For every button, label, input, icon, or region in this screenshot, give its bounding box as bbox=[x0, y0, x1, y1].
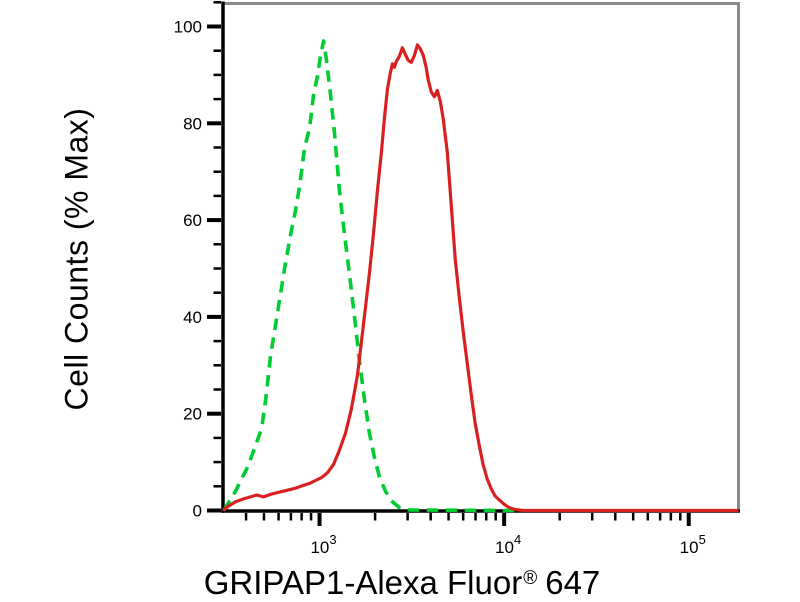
y-tick-label: 0 bbox=[193, 502, 202, 521]
y-axis-title: Cell Counts (% Max) bbox=[58, 107, 95, 411]
y-tick-label: 100 bbox=[174, 18, 202, 37]
y-tick-label: 40 bbox=[183, 308, 202, 327]
x-axis-ticks: 103 104 105 bbox=[244, 513, 706, 557]
x-axis-title: GRIPAP1-Alexa Fluor® 647 bbox=[204, 564, 601, 602]
y-tick-label: 20 bbox=[183, 405, 202, 424]
y-tick-label: 80 bbox=[183, 114, 202, 133]
x-axis-title-suffix: 647 bbox=[545, 564, 601, 601]
red-solid-curve bbox=[221, 43, 739, 513]
registered-trademark-symbol: ® bbox=[523, 568, 538, 589]
y-axis-ticks: 0 20 40 60 80 100 bbox=[174, 1, 221, 521]
x-tick-label: 104 bbox=[495, 532, 521, 557]
axes bbox=[221, 1, 740, 513]
green-dashed-curve bbox=[222, 39, 519, 513]
plot-frame bbox=[223, 2, 740, 511]
series-green-dashed-curve bbox=[222, 39, 519, 513]
x-axis-title-main: GRIPAP1-Alexa Fluor bbox=[203, 564, 523, 601]
y-tick-label: 60 bbox=[183, 211, 202, 230]
x-tick-label: 105 bbox=[680, 532, 706, 557]
x-tick-label: 103 bbox=[310, 532, 336, 557]
series-red-solid-curve bbox=[221, 43, 739, 513]
